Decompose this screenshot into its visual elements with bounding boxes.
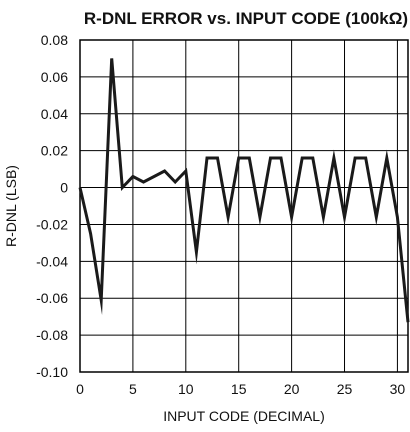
- x-tick-labels: 0 5 10 15 20 25 30: [76, 381, 405, 397]
- y-axis-label: R-DNL (LSB): [3, 165, 19, 247]
- y-tick-label: -0.04: [36, 253, 68, 269]
- x-axis-label: INPUT CODE (DECIMAL): [163, 408, 325, 424]
- x-tick-label: 5: [129, 381, 137, 397]
- x-tick-label: 0: [76, 381, 84, 397]
- x-tick-label: 10: [178, 381, 194, 397]
- y-tick-label: 0.02: [41, 143, 68, 159]
- chart-title: R-DNL ERROR vs. INPUT CODE (100kΩ): [84, 9, 408, 28]
- y-tick-label: 0.06: [41, 69, 68, 85]
- y-tick-label: -0.10: [36, 364, 68, 380]
- y-tick-labels: 0.08 0.06 0.04 0.02 0 -0.02 -0.04 -0.06 -0.08 -0.…: [36, 32, 68, 380]
- x-tick-label: 15: [231, 381, 247, 397]
- plot-frame: [79, 39, 409, 373]
- y-tick-label: -0.08: [36, 327, 68, 343]
- y-tick-label: 0.04: [41, 106, 68, 122]
- x-tick-label: 25: [337, 381, 353, 397]
- y-tick-label: 0: [60, 180, 68, 196]
- y-tick-label: 0.08: [41, 32, 68, 48]
- series-line: [78, 58, 410, 323]
- series-group: [78, 58, 410, 323]
- x-tick-label: 30: [390, 381, 406, 397]
- y-tick-label: -0.06: [36, 290, 68, 306]
- y-tick-label: -0.02: [36, 216, 68, 232]
- x-tick-label: 20: [284, 381, 300, 397]
- grid: [79, 39, 408, 373]
